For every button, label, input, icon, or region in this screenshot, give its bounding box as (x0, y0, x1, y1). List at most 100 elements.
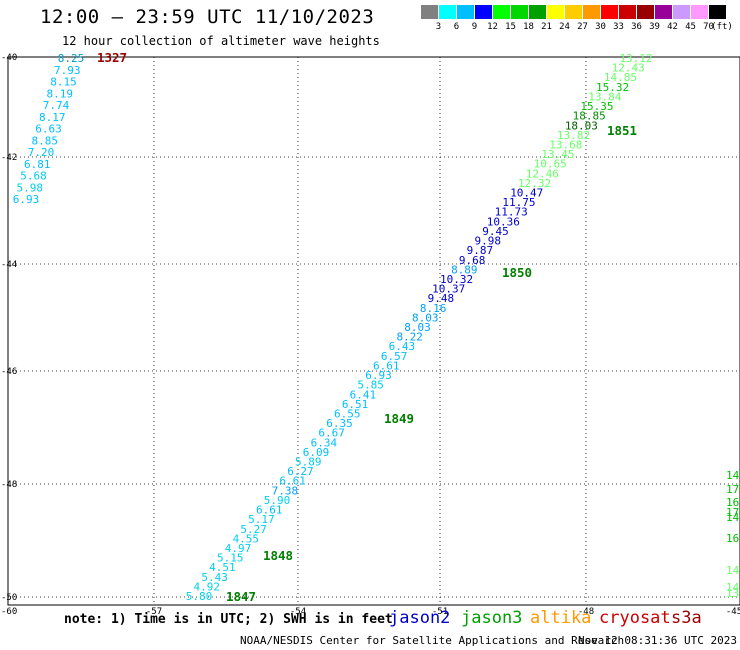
legend-swatch (691, 5, 708, 19)
track-a-value: 7.20 (28, 146, 55, 159)
track-c-value: 17 (726, 506, 739, 519)
track-b-value: 6.57 (381, 350, 408, 363)
track-a-value: 6.63 (35, 123, 62, 136)
legend-label: 3 (435, 22, 442, 32)
latitude-tick-label: -40 (1, 53, 17, 63)
track-a-value: 5.68 (20, 170, 47, 183)
track-b-value: 13.45 (541, 148, 574, 161)
corner-tick-label: -60 (1, 607, 17, 617)
pass-time-label: 1850 (502, 265, 532, 280)
latitude-tick-label: -42 (1, 153, 17, 163)
track-a-value: 8.17 (39, 111, 66, 124)
latitude-tick-label: -50 (1, 593, 17, 603)
legend-label: 27 (577, 22, 588, 32)
track-b-value: 4.92 (194, 580, 221, 593)
satellite-jason3: jason3 (461, 608, 523, 628)
legend-label: 70 (703, 22, 714, 32)
track-b-value: 6.51 (342, 398, 369, 411)
track-b-value: 10.47 (510, 187, 543, 200)
track-b-value: 6.67 (318, 427, 345, 440)
legend-swatch (583, 5, 600, 19)
track-b-value: 4.55 (233, 532, 260, 545)
track-b-value: 10.32 (440, 273, 473, 286)
track-b-value: 6.61 (279, 475, 306, 488)
track-b-value: 13.12 (619, 52, 652, 65)
legend-label: 42 (667, 22, 678, 32)
legend-label: 33 (613, 22, 624, 32)
track-b-value: 9.68 (459, 254, 486, 267)
track-b-value: 6.61 (373, 359, 400, 372)
longitude-tick-label: -51 (432, 607, 448, 617)
track-b-value: 5.17 (248, 513, 275, 526)
track-b-value: 13.82 (557, 129, 590, 142)
legend-swatch (565, 5, 582, 19)
legend-swatch (637, 5, 654, 19)
legend-swatch (439, 5, 456, 19)
track-a-value: 8.85 (32, 134, 59, 147)
footer-note: note: 1) Time is in UTC; 2) SWH is in fe… (64, 612, 393, 627)
track-b-value: 9.87 (467, 244, 494, 257)
track-a-value: 8.15 (50, 76, 77, 89)
track-b-value: 5.85 (357, 379, 384, 392)
legend-swatch (493, 5, 510, 19)
legend-label: 30 (595, 22, 606, 32)
legend-label: 36 (631, 22, 642, 32)
track-b-value: 13.84 (588, 90, 621, 103)
track-c-value: 17 (726, 483, 739, 496)
legend-label: 45 (685, 22, 696, 32)
track-b-value: 11.73 (495, 206, 528, 219)
legend-swatch (673, 5, 690, 19)
legend-swatch (529, 5, 546, 19)
track-c-value: 13.9 (726, 587, 740, 600)
track-b-value: 13.68 (549, 138, 582, 151)
track-b-value: 10.36 (487, 215, 520, 228)
legend-label: 15 (505, 22, 516, 32)
track-a-value: 5.98 (17, 181, 44, 194)
track-a-value: 6.81 (24, 158, 51, 171)
credit-line: NOAA/NESDIS Center for Satellite Applica… (240, 634, 625, 647)
map-title: 12:00 – 23:59 UTC 11/10/2023 (40, 6, 375, 28)
legend-swatch (475, 5, 492, 19)
track-a-value: 6.93 (13, 193, 40, 206)
track-c-value: 14.3 (726, 564, 740, 577)
track-b-value: 6.27 (287, 465, 314, 478)
legend-swatch (421, 5, 438, 19)
generated-timestamp: Nov 12 08:31:36 UTC 2023 (578, 634, 737, 647)
track-b-value: 15.32 (596, 81, 629, 94)
track-b-value: 14.85 (604, 71, 637, 84)
pass-time-label: 1848 (263, 548, 293, 563)
track-b-value: 15.35 (580, 100, 613, 113)
track-b-value: 5.80 (186, 590, 213, 603)
track-b-value: 18.03 (565, 119, 598, 132)
track-b-value: 12.43 (612, 62, 645, 75)
track-b-value: 5.27 (240, 523, 267, 536)
track-b-value: 8.03 (412, 311, 439, 324)
longitude-tick-label: -45 (726, 607, 740, 617)
legend-unit: (ft) (711, 22, 733, 32)
track-b-value: 10.37 (432, 283, 465, 296)
track-b-value: 10.65 (534, 158, 567, 171)
track-c-value: 14.3 (726, 581, 740, 594)
map-subtitle: 12 hour collection of altimeter wave hei… (62, 34, 380, 48)
legend-label: 21 (541, 22, 552, 32)
track-c-value: 14 (726, 511, 740, 524)
legend-swatch (547, 5, 564, 19)
track-b-value: 4.97 (225, 542, 252, 555)
pass-time-label: 1851 (607, 123, 637, 138)
legend-label: 9 (471, 22, 478, 32)
track-b-value: 5.90 (264, 494, 291, 507)
legend-swatch (457, 5, 474, 19)
map-frame (7, 56, 740, 606)
track-a-value: 8.25 (58, 52, 85, 65)
satellite-altika: altika (530, 608, 592, 628)
track-b-value: 18.85 (573, 110, 606, 123)
track-c-value: 14 (726, 469, 740, 482)
longitude-tick-label: -48 (578, 607, 594, 617)
track-b-value: 6.93 (365, 369, 392, 382)
satellite-s3a: s3a (671, 608, 702, 628)
track-b-value: 9.45 (482, 225, 509, 238)
track-c-value: 16.3 (726, 532, 740, 545)
track-a-value: 8.19 (47, 87, 74, 100)
track-b-value: 8.89 (451, 263, 478, 276)
